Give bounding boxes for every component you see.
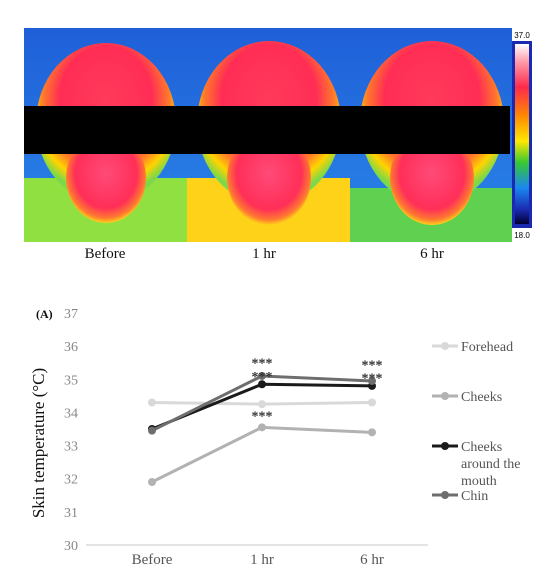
y-axis-label: Skin temperature (°C): [29, 368, 48, 518]
legend-swatch-marker: [441, 342, 449, 350]
legend-label: Chin: [461, 489, 488, 504]
data-point: [258, 380, 266, 389]
significance-marker: ***: [362, 358, 383, 373]
data-point: [148, 398, 156, 407]
legend-label: Cheeks: [461, 390, 502, 405]
data-point: [258, 423, 266, 432]
legend-swatch-marker: [441, 392, 449, 400]
panel-label-before: Before: [84, 246, 126, 262]
scale-max-label: 37.0: [514, 31, 530, 40]
temperature-scale: 37.0 18.0: [512, 28, 532, 242]
panel-label-6hr: 6 hr: [420, 246, 444, 262]
panel-label-A: (A): [36, 307, 53, 321]
panel-label-1hr: 1 hr: [252, 246, 276, 262]
significance-annotations: ***************: [252, 357, 383, 425]
y-tick-label: 37: [64, 307, 78, 322]
significance-marker: ***: [362, 372, 383, 387]
eye-redaction-bar: [24, 106, 510, 154]
series-lines: [148, 371, 376, 487]
legend-label: Cheeks around the mouth: [461, 440, 520, 489]
significance-marker: ***: [252, 410, 273, 425]
y-tick-label: 34: [64, 406, 78, 421]
x-tick-label: Before: [132, 552, 173, 568]
legend-swatch-marker: [441, 442, 449, 450]
data-point: [368, 428, 376, 437]
data-point: [258, 371, 266, 380]
y-tick-label: 36: [64, 340, 78, 355]
y-tick-label: 32: [64, 473, 78, 488]
thermal-images: [24, 28, 514, 242]
y-axis-ticks: 30 31 32 33 34 35 36 37: [64, 307, 78, 554]
x-axis-ticks: Before 1 hr 6 hr: [132, 552, 384, 568]
skin-temperature-chart: (A) Skin temperature (°C) 30 31 32 33 34 35 36…: [29, 307, 520, 568]
scale-min-label: 18.0: [514, 231, 530, 240]
significance-marker: ***: [252, 357, 273, 372]
significance-marker: ***: [252, 370, 273, 385]
y-tick-label: 35: [64, 373, 78, 388]
y-tick-label: 31: [64, 506, 78, 521]
data-point: [368, 376, 376, 385]
series-line: [151, 425, 373, 484]
data-point: [368, 398, 376, 407]
data-point: [148, 426, 156, 435]
data-point: [148, 478, 156, 487]
x-tick-label: 6 hr: [360, 552, 384, 568]
y-tick-label: 33: [64, 440, 78, 455]
legend-swatch-marker: [441, 491, 449, 499]
y-tick-label: 30: [64, 539, 78, 554]
legend-label: Forehead: [461, 340, 513, 355]
x-tick-label: 1 hr: [250, 552, 274, 568]
data-point: [258, 400, 266, 409]
